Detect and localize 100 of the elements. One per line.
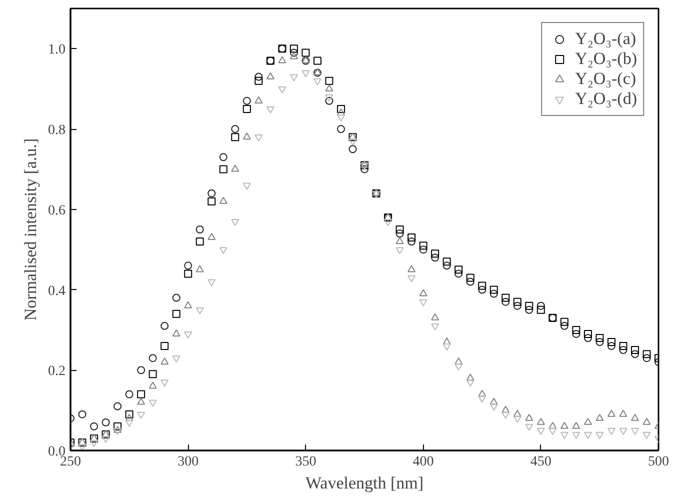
y-tick-label: 0.6 bbox=[48, 203, 66, 218]
point bbox=[596, 334, 604, 342]
point bbox=[290, 52, 298, 60]
point bbox=[619, 342, 628, 350]
point bbox=[172, 329, 180, 336]
point bbox=[607, 428, 616, 435]
point bbox=[231, 133, 240, 142]
point bbox=[619, 346, 628, 354]
point bbox=[536, 418, 545, 425]
point bbox=[90, 422, 98, 430]
point bbox=[290, 74, 298, 82]
point bbox=[125, 420, 134, 427]
point bbox=[442, 262, 451, 270]
point bbox=[572, 432, 580, 439]
point bbox=[336, 114, 345, 122]
point bbox=[548, 428, 557, 435]
point bbox=[584, 330, 592, 338]
point bbox=[490, 290, 498, 298]
point bbox=[396, 237, 404, 244]
point bbox=[196, 238, 204, 246]
point bbox=[408, 238, 416, 246]
point bbox=[596, 338, 604, 346]
point bbox=[102, 418, 110, 426]
point bbox=[584, 432, 592, 439]
point bbox=[454, 358, 463, 365]
point bbox=[442, 344, 451, 351]
point bbox=[278, 86, 286, 94]
point bbox=[525, 414, 534, 421]
y-tick-label: 0.8 bbox=[48, 123, 66, 138]
point bbox=[642, 432, 651, 439]
point bbox=[148, 354, 157, 362]
point bbox=[478, 396, 486, 403]
point bbox=[396, 247, 404, 254]
point bbox=[560, 422, 568, 429]
legend-label: Y₂O₃-(c) bbox=[575, 69, 636, 89]
point bbox=[536, 428, 545, 435]
point bbox=[184, 270, 192, 278]
point bbox=[231, 218, 240, 226]
point bbox=[184, 262, 192, 270]
point bbox=[254, 72, 263, 81]
legend-label: Y₂O₃-(b) bbox=[575, 49, 637, 69]
point bbox=[419, 242, 428, 250]
point bbox=[242, 96, 251, 105]
point bbox=[513, 298, 522, 306]
point bbox=[290, 44, 298, 53]
point bbox=[219, 165, 228, 174]
point bbox=[336, 104, 345, 113]
point bbox=[137, 390, 146, 398]
point bbox=[525, 302, 534, 310]
point bbox=[560, 322, 568, 330]
point bbox=[642, 350, 651, 358]
point bbox=[454, 364, 463, 371]
point bbox=[442, 258, 451, 266]
point bbox=[208, 189, 216, 198]
y-axis-title: Normalised intensity [a.u.] bbox=[21, 138, 40, 321]
point bbox=[254, 76, 263, 85]
point bbox=[160, 342, 169, 350]
point bbox=[114, 422, 122, 430]
x-tick-label: 450 bbox=[530, 454, 552, 470]
point bbox=[242, 132, 251, 140]
point bbox=[172, 294, 180, 302]
point bbox=[513, 416, 522, 423]
point bbox=[619, 428, 628, 435]
point bbox=[478, 282, 486, 290]
point bbox=[137, 398, 146, 405]
point bbox=[348, 138, 357, 146]
point bbox=[208, 232, 216, 240]
point bbox=[442, 337, 451, 345]
point bbox=[325, 94, 334, 102]
point bbox=[184, 331, 192, 339]
x-tick-label: 350 bbox=[295, 454, 316, 470]
point bbox=[502, 294, 510, 302]
point bbox=[525, 424, 534, 431]
point bbox=[596, 432, 604, 439]
point bbox=[584, 334, 592, 342]
point bbox=[302, 48, 310, 57]
point bbox=[184, 301, 192, 308]
point bbox=[502, 412, 510, 419]
y-tick-label: 1.0 bbox=[48, 42, 66, 58]
point bbox=[78, 410, 86, 418]
point bbox=[396, 230, 404, 238]
point bbox=[408, 275, 416, 282]
point bbox=[572, 330, 580, 338]
point bbox=[560, 318, 568, 326]
point bbox=[536, 302, 545, 310]
point bbox=[466, 274, 474, 282]
legend-label: Y₂O₃-(a) bbox=[575, 29, 636, 49]
point bbox=[137, 366, 146, 374]
point bbox=[125, 390, 134, 398]
point bbox=[502, 298, 510, 306]
point bbox=[313, 78, 322, 86]
x-tick-label: 500 bbox=[648, 454, 669, 470]
point bbox=[148, 370, 157, 378]
point bbox=[431, 323, 440, 330]
point bbox=[630, 414, 639, 421]
point bbox=[408, 265, 416, 272]
point bbox=[513, 302, 522, 310]
point bbox=[336, 125, 345, 134]
point bbox=[536, 306, 545, 314]
point bbox=[302, 70, 310, 78]
